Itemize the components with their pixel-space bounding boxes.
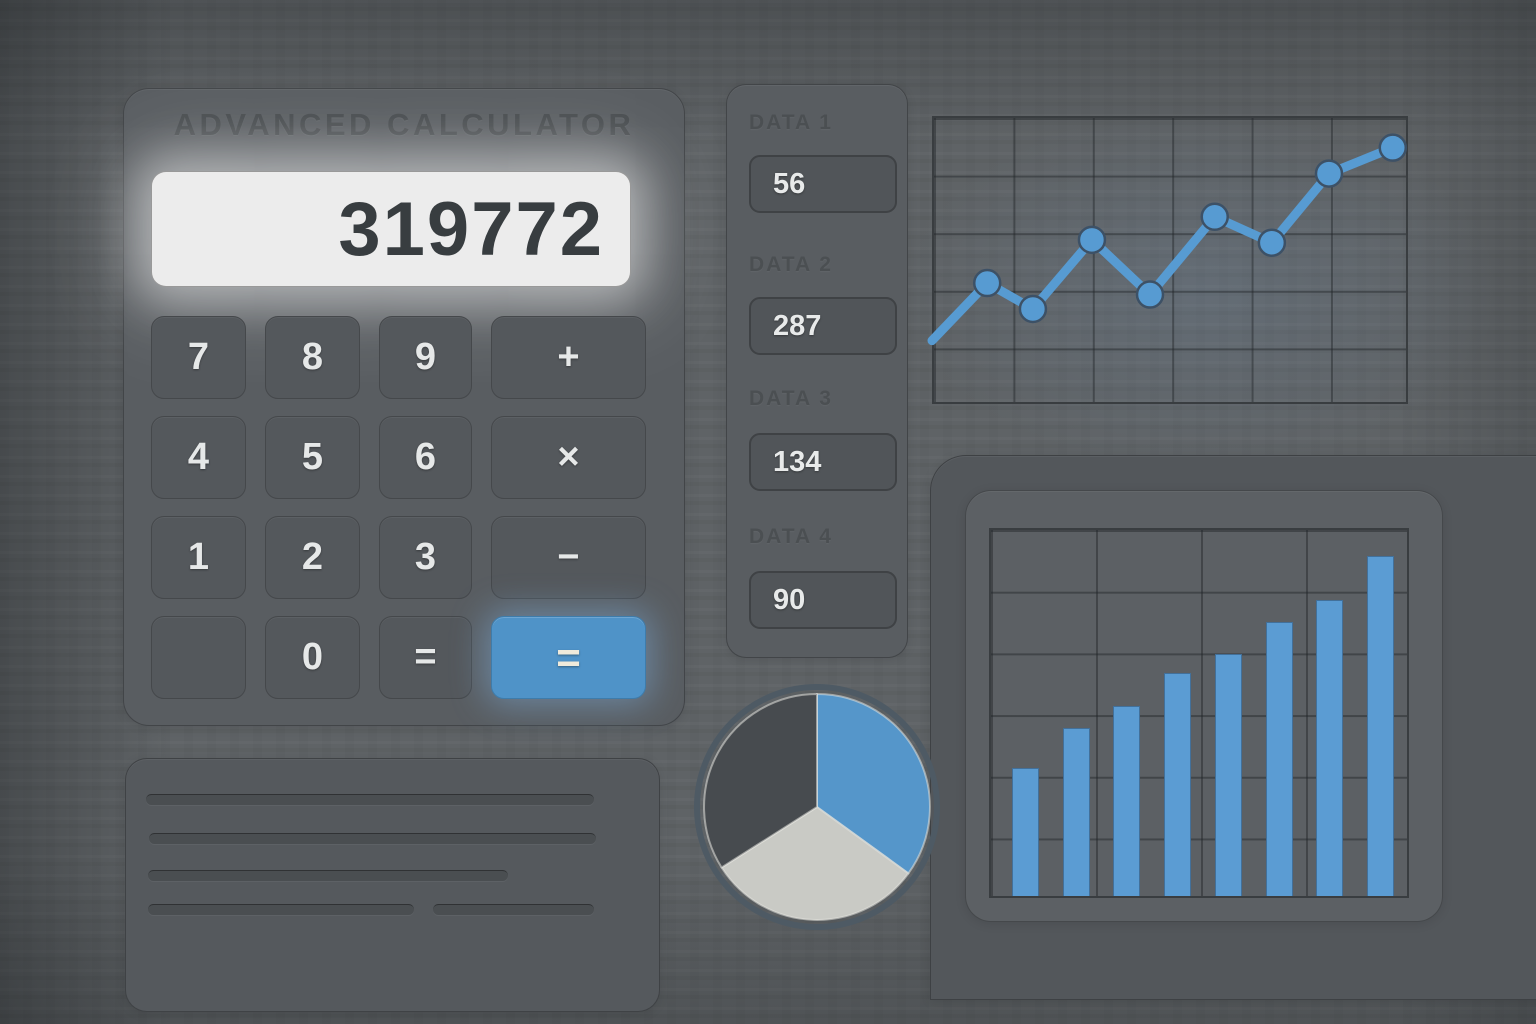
placeholder-line (433, 904, 594, 915)
key-equals-accent[interactable]: = (491, 616, 646, 699)
key-equals[interactable]: = (379, 616, 472, 699)
pie-slice-3 (703, 693, 818, 869)
notes-panel (125, 758, 660, 1012)
key-minus[interactable]: − (491, 516, 646, 599)
calculator-display: 319772 (151, 171, 631, 287)
display-value: 319772 (338, 186, 604, 272)
bar-chart-panel (965, 490, 1443, 922)
pie-slice-1 (816, 693, 931, 875)
key-6[interactable]: 6 (379, 416, 472, 499)
line-marker-8 (1378, 133, 1408, 162)
key-2[interactable]: 2 (265, 516, 360, 599)
key-4[interactable]: 4 (151, 416, 246, 499)
bar-4 (1164, 672, 1192, 896)
line-marker-2 (1018, 294, 1048, 324)
placeholder-line (149, 833, 596, 844)
key-blank[interactable] (151, 616, 246, 699)
calculator-panel: ADVANCED CALCULATOR 319772 7 8 9 +4 5 6 × 1 2 3− 0… (123, 88, 685, 726)
line-marker-1 (972, 268, 1002, 298)
bar-3 (1113, 705, 1141, 896)
key-plus[interactable]: + (491, 316, 646, 399)
line-chart (927, 116, 1408, 404)
key-1[interactable]: 1 (151, 516, 246, 599)
key-5[interactable]: 5 (265, 416, 360, 499)
data-field-label-4: DATA 4 (749, 525, 833, 548)
bar-2 (1062, 727, 1090, 896)
data-field-input-3[interactable]: 134 (749, 433, 897, 491)
bar-7 (1316, 599, 1344, 896)
key-8[interactable]: 8 (265, 316, 360, 399)
placeholder-line (146, 794, 594, 805)
data-panel: DATA 1 56 DATA 2 287 DATA 3 134 DATA 4 90 (726, 84, 908, 658)
line-marker-3 (1077, 225, 1107, 255)
data-field-label-3: DATA 3 (749, 387, 833, 410)
keypad: 7 8 9 +4 5 6 × 1 2 3−0 = = (151, 316, 646, 699)
data-field-label-2: DATA 2 (749, 253, 833, 276)
data-field-label-1: DATA 1 (749, 111, 833, 134)
line-marker-6 (1257, 228, 1287, 257)
key-9[interactable]: 9 (379, 316, 472, 399)
key-0[interactable]: 0 (265, 616, 360, 699)
key-3[interactable]: 3 (379, 516, 472, 599)
placeholder-line (148, 904, 414, 915)
line-marker-7 (1314, 159, 1344, 188)
line-series (927, 133, 1408, 346)
key-multiply[interactable]: × (491, 416, 646, 499)
line-marker-5 (1200, 202, 1229, 232)
data-field-input-2[interactable]: 287 (749, 297, 897, 355)
data-field-input-1[interactable]: 56 (749, 155, 897, 213)
key-7[interactable]: 7 (151, 316, 246, 399)
pie-chart (694, 684, 940, 930)
bar-chart (989, 528, 1409, 898)
data-field-input-4[interactable]: 90 (749, 571, 897, 629)
pie-ring (694, 684, 940, 930)
line-marker-4 (1135, 280, 1165, 309)
placeholder-line (148, 870, 508, 881)
bar-6 (1265, 621, 1293, 896)
bar-1 (1012, 767, 1039, 896)
calculator-title: ADVANCED CALCULATOR (173, 107, 635, 142)
bar-5 (1214, 654, 1242, 896)
pie-slice-2 (720, 806, 910, 921)
bar-8 (1366, 555, 1394, 896)
